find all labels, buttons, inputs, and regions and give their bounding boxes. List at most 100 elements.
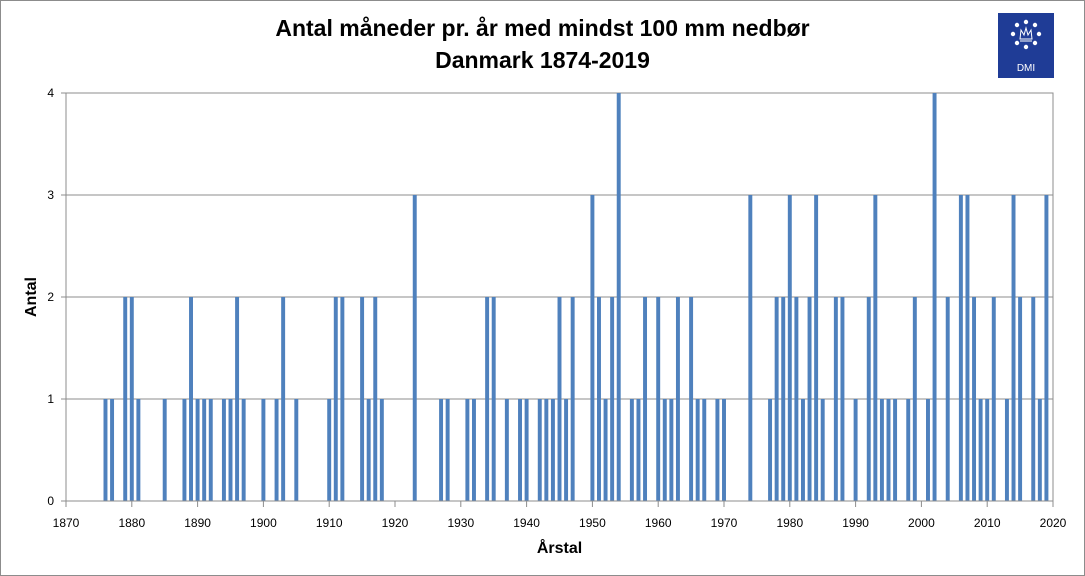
- bar: [616, 93, 621, 501]
- bar: [550, 399, 555, 501]
- bar: [926, 399, 930, 501]
- bar: [702, 399, 707, 501]
- bar: [465, 399, 470, 501]
- bar: [636, 399, 641, 501]
- bar: [656, 297, 661, 501]
- bar: [662, 399, 667, 501]
- bar: [866, 297, 871, 501]
- bar: [333, 297, 338, 501]
- x-tick-label: 1970: [711, 516, 738, 530]
- bar: [800, 399, 805, 501]
- bar: [485, 297, 490, 501]
- x-tick-label: 1950: [579, 516, 606, 530]
- chart-title: Antal måneder pr. år med mindst 100 mm n…: [275, 15, 810, 41]
- y-tick-label: 4: [47, 86, 54, 100]
- bar: [162, 399, 167, 501]
- crown-stars-icon: [1010, 19, 1042, 50]
- bar: [814, 195, 819, 501]
- bar: [912, 297, 917, 501]
- bar: [537, 399, 542, 501]
- bar: [412, 195, 417, 501]
- x-tick-label: 1980: [776, 516, 803, 530]
- logo-text: DMI: [1016, 63, 1036, 74]
- bar: [189, 297, 193, 501]
- chart-subtitle: Danmark 1874-2019: [435, 47, 650, 73]
- bar: [281, 297, 286, 501]
- bar: [373, 297, 378, 501]
- bar: [208, 399, 213, 501]
- dmi-logo: DMI: [998, 13, 1054, 78]
- x-tick-label: 1900: [250, 516, 277, 530]
- x-tick-label: 2000: [908, 516, 935, 530]
- x-tick-label: 1920: [382, 516, 409, 530]
- bar: [906, 399, 911, 501]
- x-tick-label: 1870: [53, 516, 80, 530]
- x-tick-label: 1880: [118, 516, 145, 530]
- y-tick-label: 2: [47, 290, 54, 304]
- bar: [985, 399, 990, 501]
- bar: [491, 297, 496, 501]
- bar: [590, 195, 595, 501]
- bar: [1037, 399, 1042, 501]
- bar: [544, 399, 549, 501]
- bar: [893, 399, 898, 501]
- bar: [129, 297, 134, 501]
- bar: [597, 297, 601, 501]
- bar: [794, 297, 799, 501]
- axes: [61, 92, 1054, 507]
- bar: [807, 297, 812, 501]
- bar: [1011, 195, 1016, 501]
- bar: [787, 195, 792, 501]
- bar: [669, 399, 674, 501]
- bar: [366, 399, 371, 501]
- x-axis-title: Årstal: [537, 538, 582, 557]
- bar: [715, 399, 720, 501]
- bar: [564, 399, 569, 501]
- bar: [840, 297, 845, 501]
- bar: [610, 297, 615, 501]
- bar: [228, 399, 233, 501]
- bar: [1031, 297, 1036, 501]
- bar: [195, 399, 200, 501]
- bar: [202, 399, 207, 501]
- bar: [570, 297, 575, 501]
- bar: [689, 297, 694, 501]
- bar: [781, 297, 786, 501]
- bar: [471, 399, 476, 501]
- x-tick-label: 1890: [184, 516, 211, 530]
- x-tick-label: 1960: [645, 516, 672, 530]
- bar: [235, 297, 240, 501]
- bar: [991, 297, 996, 501]
- bar: [518, 399, 522, 501]
- bar: [294, 399, 299, 501]
- bar: [221, 399, 226, 501]
- x-tick-label: 1990: [842, 516, 869, 530]
- bar: [123, 297, 128, 501]
- bar: [445, 399, 450, 501]
- y-axis-title: Antal: [23, 277, 40, 317]
- bar: [972, 297, 977, 501]
- bar: [110, 399, 115, 501]
- bar: [504, 399, 509, 501]
- bar: [695, 399, 700, 501]
- x-tick-label: 2020: [1040, 516, 1067, 530]
- bars: [103, 93, 1049, 501]
- bar: [1004, 399, 1009, 501]
- bar: [274, 399, 279, 501]
- bar: [675, 297, 680, 501]
- x-tick-label: 1930: [447, 516, 474, 530]
- bar: [820, 399, 825, 501]
- bar: [136, 399, 141, 501]
- bar: [774, 297, 779, 501]
- bar: [340, 297, 345, 501]
- bar: [103, 399, 108, 501]
- y-tick-label: 3: [47, 188, 54, 202]
- bar: [1018, 297, 1023, 501]
- bar: [722, 399, 726, 501]
- bar: [748, 195, 753, 501]
- x-tick-label: 2010: [974, 516, 1001, 530]
- bar: [182, 399, 187, 501]
- bar: [629, 399, 634, 501]
